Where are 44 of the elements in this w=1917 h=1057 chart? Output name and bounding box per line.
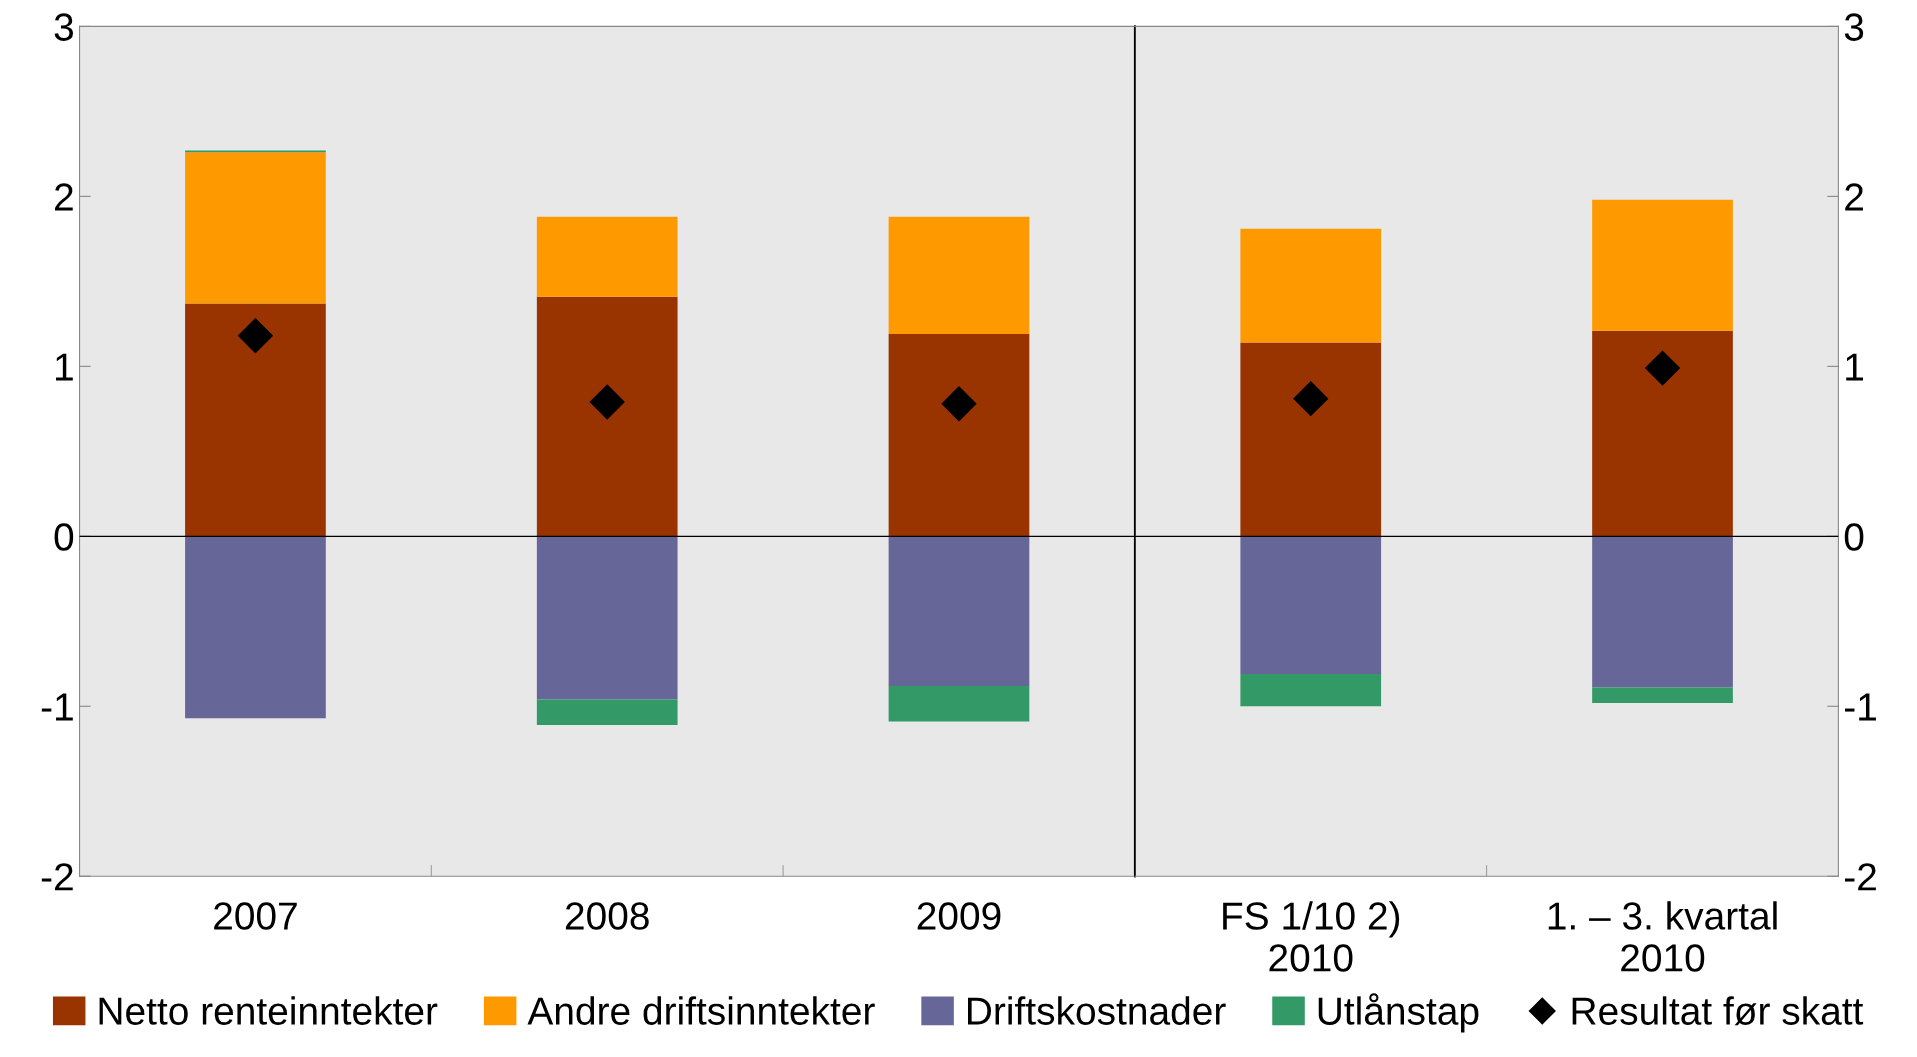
y-tick-label: 1: [56, 353, 73, 381]
bar: [1240, 536, 1382, 674]
bar: [185, 303, 326, 537]
bar: [888, 536, 1030, 686]
bar: [536, 699, 678, 725]
point: [589, 384, 625, 420]
bar: [888, 334, 1030, 537]
bar: [185, 152, 326, 304]
bar: [888, 216, 1030, 335]
legend-label: Driftskostnader: [968, 996, 1226, 1025]
x-tick-label: 2007: [214, 902, 297, 930]
y-tick-label: -1: [41, 693, 73, 721]
y-tick-label: 3: [54, 13, 73, 41]
legend-label: Resultat før skatt: [1572, 996, 1864, 1026]
y-tick-label: 2: [1845, 183, 1863, 211]
y-tick-label: 1: [1846, 353, 1863, 381]
bar: [1240, 228, 1382, 343]
bar: [1592, 199, 1733, 331]
point: [941, 386, 977, 422]
legend-label: Utlånstap: [1318, 993, 1479, 1033]
legend-label: Netto renteinntekter: [99, 996, 438, 1025]
y-tick-label: 2: [55, 183, 73, 211]
x-tick-label: FS 1/10 2) 2010: [1223, 901, 1400, 972]
bar: [185, 536, 326, 719]
bar: [1592, 536, 1733, 688]
bar: [536, 216, 678, 297]
x-tick-label: 2009: [917, 902, 1001, 930]
bar: [536, 296, 678, 537]
x-tick-label: 2008: [565, 902, 649, 930]
bar: [1592, 687, 1733, 703]
bar: [536, 536, 678, 700]
legend-label: Andre driftsinntekter: [527, 996, 875, 1025]
y-tick-label: 0: [1844, 523, 1864, 551]
x-tick-label: 1. – 3. kvartal 2010: [1548, 901, 1777, 972]
y-tick-label: 0: [54, 523, 74, 551]
y-tick-label: 3: [1844, 13, 1864, 41]
y-tick-label: -1: [1844, 693, 1876, 721]
y-tick-label: -2: [41, 863, 73, 891]
bar: [1240, 342, 1382, 537]
y-tick-label: -2: [1844, 863, 1876, 891]
bar: [888, 685, 1030, 722]
bar: [1592, 330, 1733, 537]
bar: [1240, 673, 1382, 707]
point: [238, 318, 273, 354]
